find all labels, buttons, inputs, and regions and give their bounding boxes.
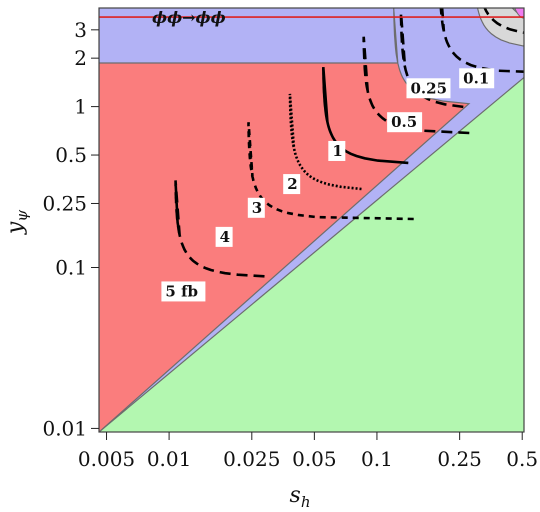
x-tick-label: 0.005 <box>78 447 135 471</box>
x-tick-label: 0.1 <box>361 447 393 471</box>
x-tick-label: 0.5 <box>506 447 538 471</box>
contour-5-fb <box>174 180 265 278</box>
contour-label-box <box>215 226 233 247</box>
y-axis-label: yψ <box>3 210 31 235</box>
contour-0.5 <box>399 12 464 109</box>
plot-frame <box>98 7 525 433</box>
y-tick-label: 0.5 <box>55 143 87 167</box>
y-tick-label: 1 <box>74 95 87 119</box>
threshold-layer: ϕϕ→ϕϕ <box>99 8 524 27</box>
contour-label: 0.5 <box>391 113 417 131</box>
contour-label: 0.25 <box>410 79 447 97</box>
contour-label-box <box>459 68 495 89</box>
x-tick-label: 0.025 <box>223 447 280 471</box>
contour-label: 4 <box>220 228 230 246</box>
frame-layer <box>98 7 525 433</box>
contour-label-box <box>328 140 346 161</box>
contour-label-box <box>161 281 206 302</box>
tick-layer: 0.005 0.01 0.025 0.05 0.1 0.25 0.50.010.10.250… <box>42 18 538 471</box>
contour-label-box <box>387 112 423 133</box>
y-tick-label: 0.1 <box>55 256 87 280</box>
x-axis-label: sh <box>290 483 311 511</box>
contour-1 <box>362 36 470 135</box>
y-tick-label: 2 <box>74 46 87 70</box>
contour-label: 0.1 <box>463 69 489 87</box>
x-tick-label: 0.25 <box>437 447 482 471</box>
contour-label-box <box>406 78 451 99</box>
threshold-label: ϕϕ→ϕϕ <box>152 8 226 27</box>
contour-0.1 <box>483 8 524 34</box>
contour-4 <box>247 122 414 221</box>
x-tick-label: 0.05 <box>292 447 337 471</box>
contour-label: 2 <box>287 175 297 193</box>
y-tick-label: 3 <box>74 18 87 42</box>
contour-label-box <box>247 197 265 218</box>
contour-label: 3 <box>252 199 262 217</box>
contour-label: 1 <box>332 142 342 160</box>
x-tick-label: 0.01 <box>147 447 192 471</box>
y-tick-label: 0.01 <box>42 416 87 440</box>
y-tick-label: 0.25 <box>42 191 87 215</box>
contour-0.25 <box>439 8 524 73</box>
contour-label-layer: 0.1 0.25 0.5 1 2 3 4 5 fb <box>161 68 495 302</box>
contour-label: 5 fb <box>165 282 198 300</box>
contour-label-box <box>283 174 301 195</box>
